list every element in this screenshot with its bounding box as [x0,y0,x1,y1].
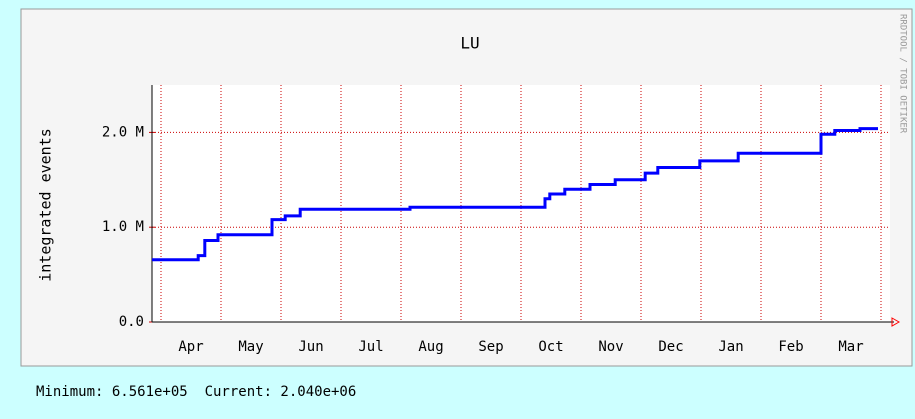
chart-title: LU [460,34,479,53]
side-label: RRDTOOL / TOBI OETIKER [898,14,908,134]
x-tick-label: Feb [778,339,803,355]
y-tick-label: 2.0 M [102,124,144,140]
x-tick-label: Dec [658,339,683,355]
axis-arrow [891,317,901,327]
x-tick-label: Jun [298,339,323,355]
x-tick-label: Mar [838,339,863,355]
y-axis-label: integrated events [37,128,55,282]
line [152,127,878,262]
footer: Minimum: 6.561e+05 Current: 2.040e+06 [36,384,356,400]
x-tick-label: Jul [358,339,383,355]
y-tick-label: 1.0 M [102,219,144,235]
x-tick-label: Jan [718,339,743,355]
x-tick-label: Apr [178,339,203,355]
x-tick-label: Oct [538,339,563,355]
x-tick-label: May [238,339,263,355]
x-tick-label: Aug [418,339,443,355]
x-tick-label: Nov [598,339,623,355]
y-tick-label: 0.0 [119,314,144,330]
x-tick-label: Sep [478,339,503,355]
